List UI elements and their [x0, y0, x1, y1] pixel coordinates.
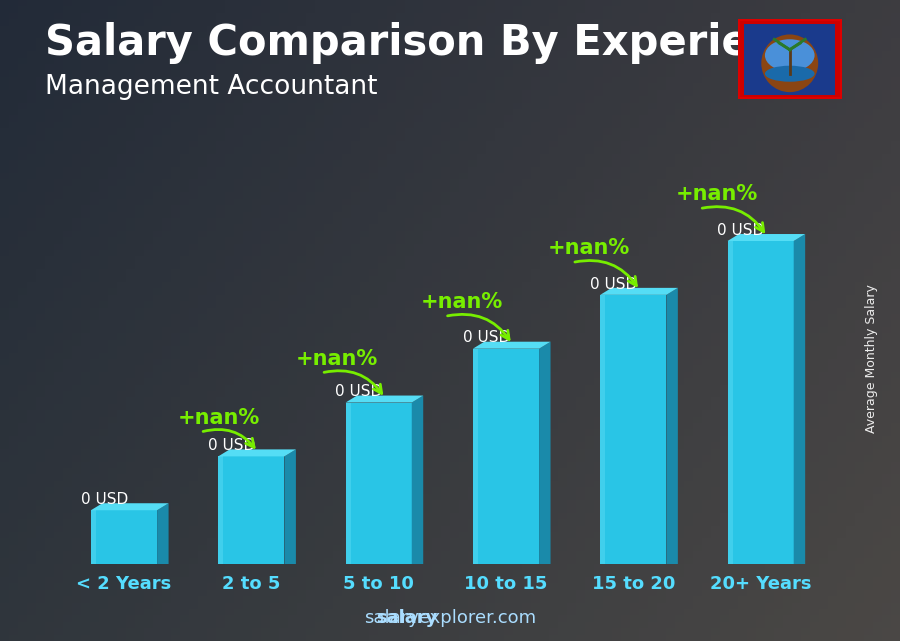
Text: Average Monthly Salary: Average Monthly Salary [865, 285, 878, 433]
Text: 0 USD: 0 USD [463, 331, 510, 345]
Polygon shape [472, 349, 539, 564]
Text: 0 USD: 0 USD [590, 277, 637, 292]
Polygon shape [727, 241, 794, 564]
Polygon shape [794, 234, 806, 564]
Polygon shape [346, 403, 351, 564]
Polygon shape [346, 403, 412, 564]
Polygon shape [600, 295, 666, 564]
Polygon shape [472, 342, 551, 349]
Text: +nan%: +nan% [675, 185, 758, 204]
Text: 0 USD: 0 USD [336, 385, 382, 399]
Bar [744, 24, 835, 94]
Polygon shape [727, 234, 806, 241]
Text: salaryexplorer.com: salaryexplorer.com [364, 609, 536, 627]
Polygon shape [218, 456, 284, 564]
Polygon shape [218, 456, 223, 564]
Text: +nan%: +nan% [420, 292, 503, 312]
Text: salary: salary [376, 609, 437, 627]
Text: Salary Comparison By Experience: Salary Comparison By Experience [45, 22, 832, 65]
Text: 0 USD: 0 USD [717, 223, 765, 238]
Text: +nan%: +nan% [296, 349, 378, 369]
Text: 0 USD: 0 USD [208, 438, 256, 453]
Polygon shape [539, 342, 551, 564]
Polygon shape [472, 349, 478, 564]
Polygon shape [346, 395, 423, 403]
Text: Management Accountant: Management Accountant [45, 74, 377, 100]
Polygon shape [666, 288, 678, 564]
Ellipse shape [761, 35, 818, 92]
Ellipse shape [765, 65, 814, 82]
Polygon shape [727, 241, 733, 564]
Polygon shape [284, 449, 296, 564]
Text: +nan%: +nan% [548, 238, 630, 258]
Polygon shape [91, 503, 168, 510]
Polygon shape [91, 510, 96, 564]
Polygon shape [158, 503, 168, 564]
Polygon shape [600, 288, 678, 295]
Polygon shape [600, 295, 606, 564]
Text: 0 USD: 0 USD [81, 492, 128, 507]
Polygon shape [91, 510, 158, 564]
Polygon shape [412, 395, 423, 564]
Text: +nan%: +nan% [177, 408, 260, 428]
Ellipse shape [765, 39, 814, 71]
Polygon shape [218, 449, 296, 456]
